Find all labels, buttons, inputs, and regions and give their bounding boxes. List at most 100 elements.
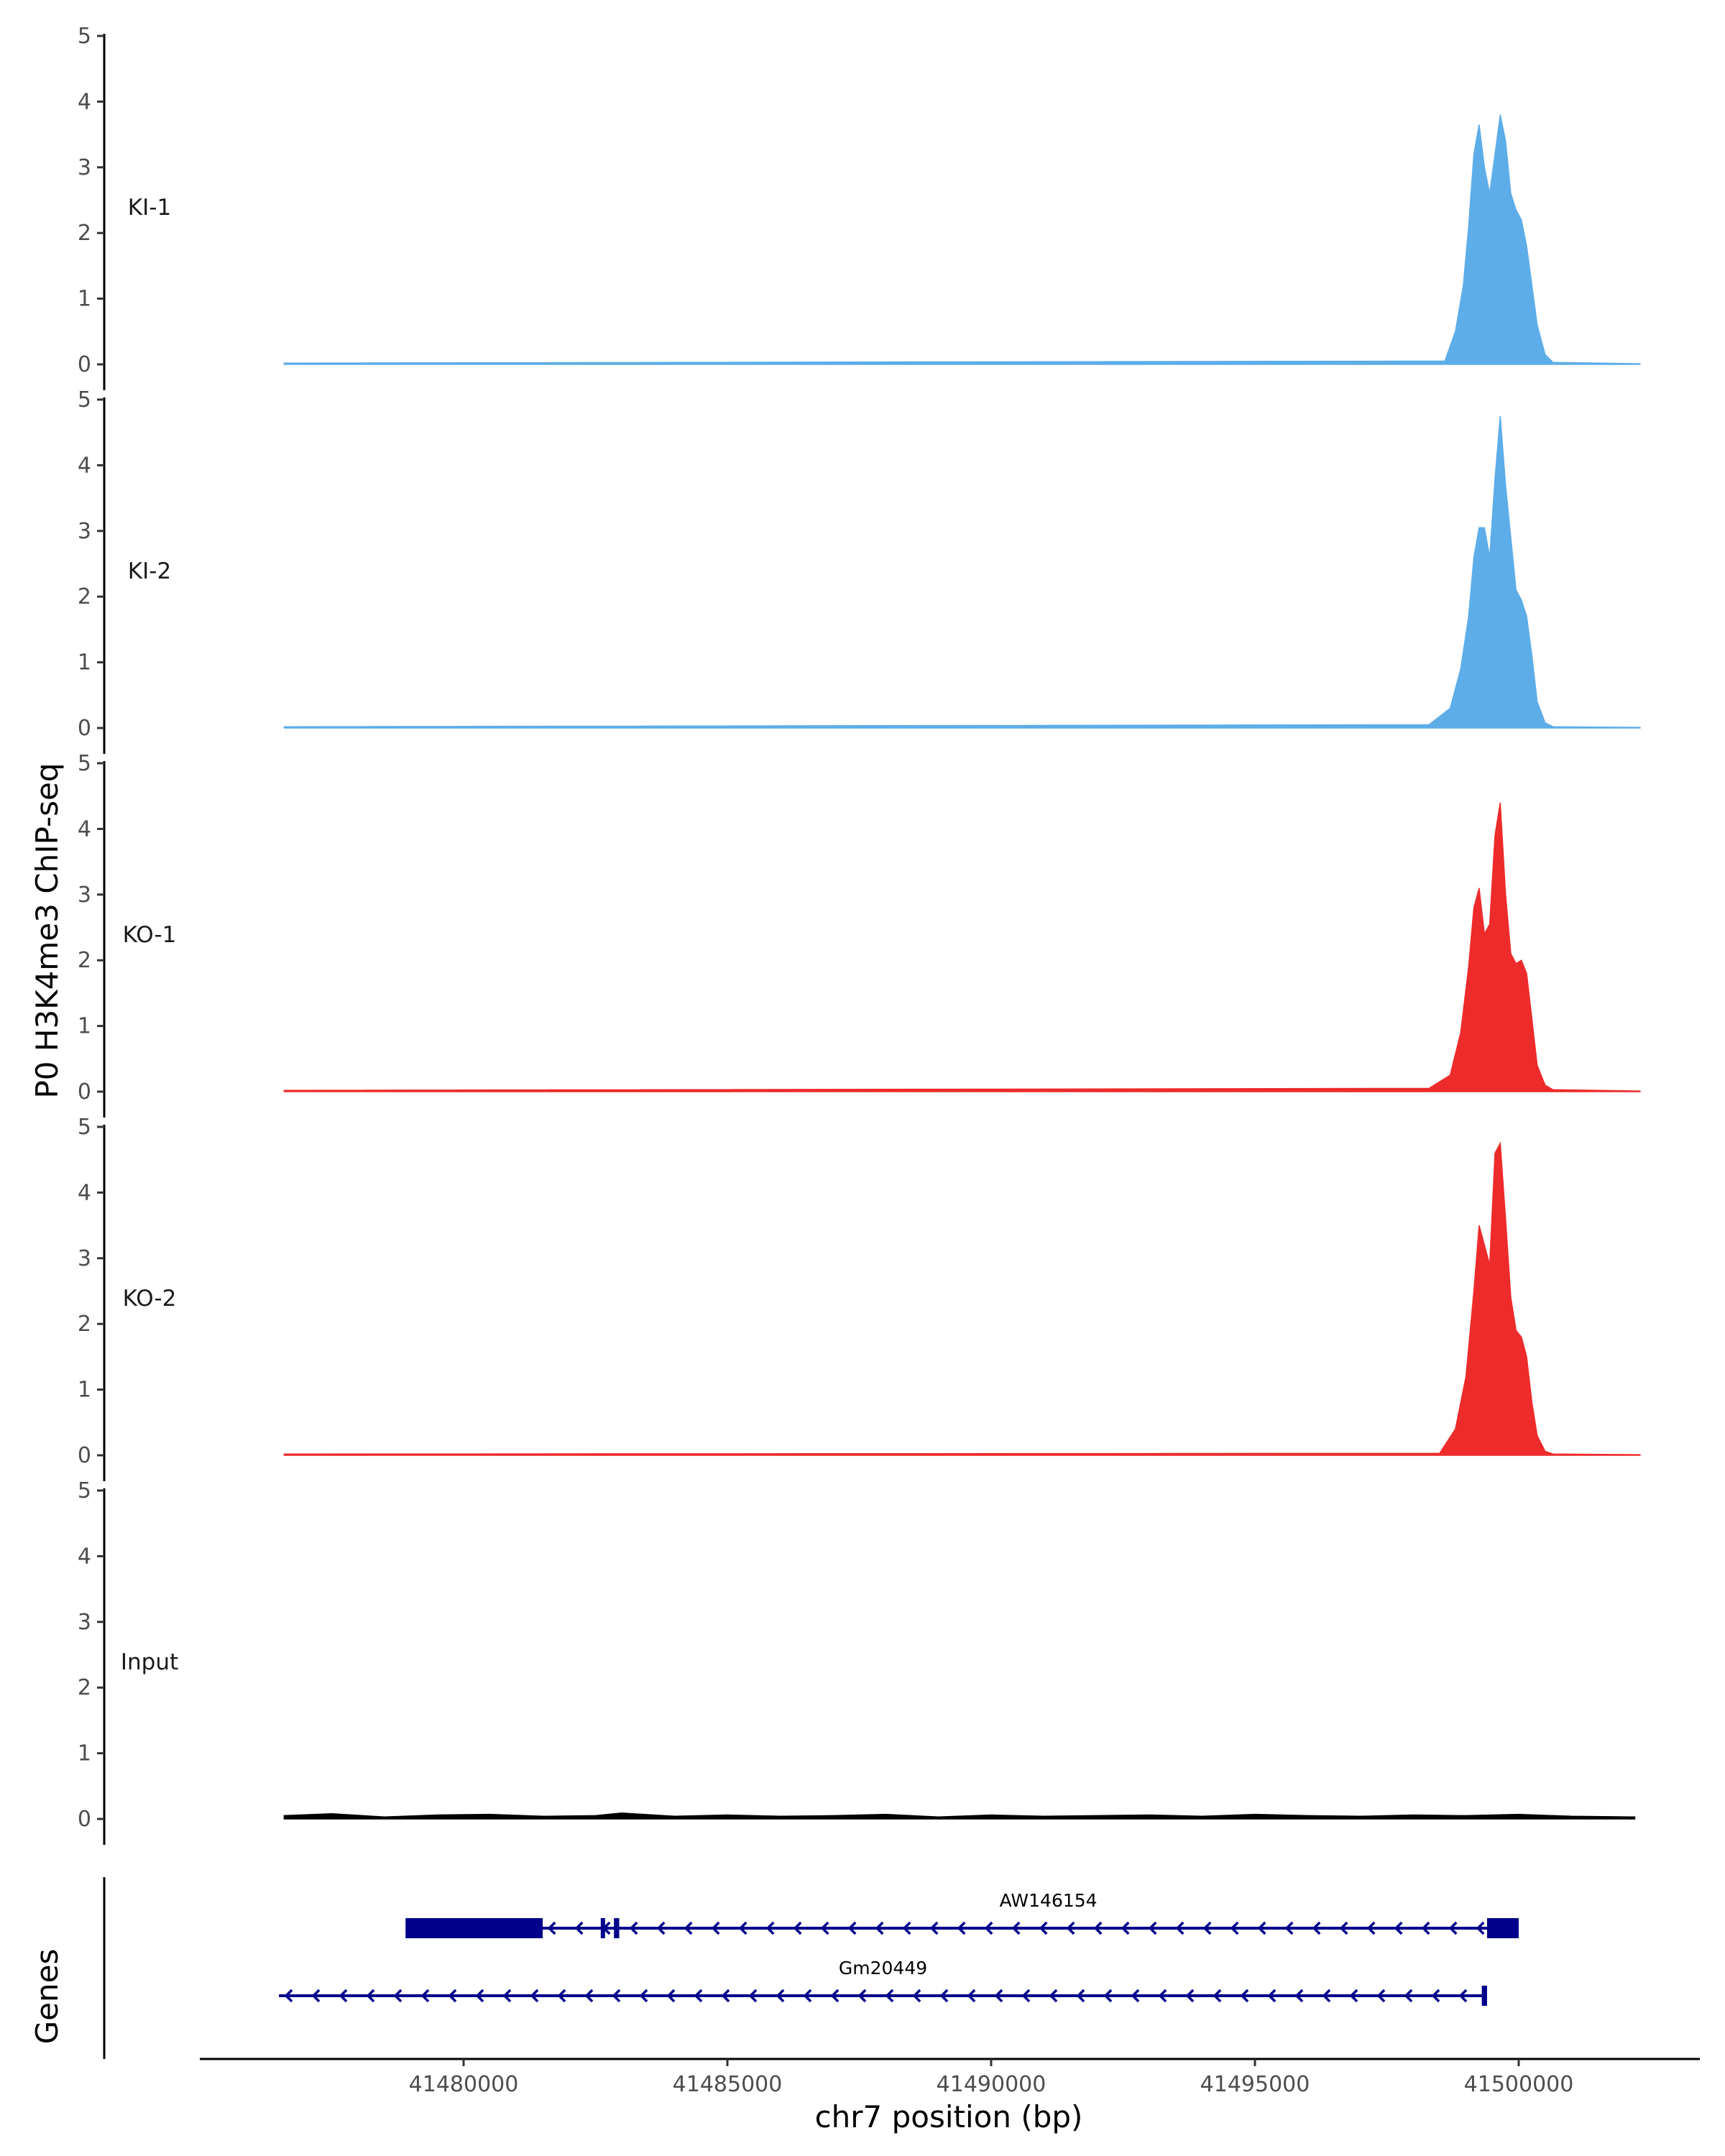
strand-arrow <box>957 1921 966 1935</box>
y-tick-label: 0 <box>78 1443 91 1468</box>
strand-arrow <box>557 1989 566 2003</box>
strand-arrow <box>1066 1921 1075 1935</box>
exon <box>405 1918 543 1938</box>
strand-arrow <box>1431 1989 1440 2003</box>
strand-arrow <box>475 1989 484 2003</box>
y-tick-label: 3 <box>78 883 91 908</box>
y-tick-label: 4 <box>78 453 91 478</box>
strand-arrow <box>857 1989 867 2003</box>
coverage-area <box>283 415 1641 729</box>
strand-arrow <box>994 1989 1003 2003</box>
y-tick-label: 1 <box>78 1741 91 1766</box>
y-tick-label: 5 <box>78 1115 91 1140</box>
x-tick-label: 41495000 <box>1200 2072 1310 2097</box>
strand-arrow <box>420 1989 430 2003</box>
strand-arrow <box>721 1989 730 2003</box>
strand-arrow <box>1349 1989 1358 2003</box>
strand-arrow <box>311 1989 321 2003</box>
strand-arrow <box>1202 1921 1212 1935</box>
x-tick-label: 41485000 <box>673 2072 783 2097</box>
strand-arrow <box>1011 1921 1021 1935</box>
y-tick-label: 1 <box>78 287 91 312</box>
strand-arrow <box>1458 1989 1468 2003</box>
y-tick-label: 5 <box>78 24 91 49</box>
y-tick-label: 2 <box>78 221 91 246</box>
y-tick-label: 3 <box>78 1610 91 1635</box>
track-label: Input <box>121 1649 178 1675</box>
strand-arrow <box>1076 1989 1085 2003</box>
strand-arrow <box>1257 1921 1266 1935</box>
exon <box>1481 1986 1487 2006</box>
y-tick-label: 0 <box>78 1079 91 1105</box>
y-tick-label: 0 <box>78 1807 91 1832</box>
strand-arrow <box>1448 1921 1458 1935</box>
strand-arrow <box>902 1921 911 1935</box>
strand-arrow <box>776 1989 785 2003</box>
genes-track: AW146154 Gm20449 <box>103 1877 1519 2059</box>
track-label: KO-1 <box>123 922 177 948</box>
exon <box>600 1918 605 1938</box>
strand-arrow <box>694 1989 703 2003</box>
strand-arrow <box>1240 1989 1249 2003</box>
strand-arrow <box>1185 1989 1195 2003</box>
x-tick-label: 41490000 <box>937 2072 1046 2097</box>
track-panel-ko-1: 0 1 2 3 4 5 KO-1 <box>78 751 1641 1118</box>
strand-arrow <box>820 1921 829 1935</box>
strand-arrow <box>1213 1989 1222 2003</box>
y-tick-label: 2 <box>78 584 91 609</box>
strand-arrow <box>1131 1989 1140 2003</box>
strand-arrow <box>574 1921 584 1935</box>
strand-arrow <box>885 1989 894 2003</box>
strand-arrow <box>1476 1921 1485 1935</box>
y-tick-label: 1 <box>78 1014 91 1039</box>
strand-arrow <box>1294 1989 1304 2003</box>
strand-arrow <box>875 1921 884 1935</box>
x-axis-title: chr7 position (bp) <box>815 2099 1083 2134</box>
track-label: KO-2 <box>123 1286 177 1312</box>
strand-arrow <box>803 1989 812 2003</box>
strand-arrow <box>939 1989 949 2003</box>
strand-arrow <box>612 1989 621 2003</box>
strand-arrow <box>1322 1989 1331 2003</box>
strand-arrow <box>366 1989 375 2003</box>
strand-arrow <box>530 1989 539 2003</box>
strand-arrow <box>1049 1989 1058 2003</box>
coverage-tracks: 0 1 2 3 4 5 KI-1 0 1 2 3 4 5 KI-2 0 1 2 3 4 5 KO-1 0 1 2 3 4 5 KO-2… <box>78 24 1641 1845</box>
y-tick-label: 1 <box>78 650 91 676</box>
strand-arrow <box>793 1921 802 1935</box>
strand-arrow <box>1394 1921 1403 1935</box>
coverage-area <box>283 114 1641 365</box>
x-tick-label: 41500000 <box>1464 2072 1574 2097</box>
strand-arrow <box>684 1921 693 1935</box>
y-tick-label: 5 <box>78 751 91 776</box>
track-panel-ki-2: 0 1 2 3 4 5 KI-2 <box>78 387 1641 754</box>
track-panel-ko-2: 0 1 2 3 4 5 KO-2 <box>78 1115 1641 1481</box>
strand-arrow <box>1284 1921 1294 1935</box>
coverage-area <box>283 1141 1641 1456</box>
y-tick-label: 0 <box>78 352 91 377</box>
y-tick-label: 5 <box>78 387 91 413</box>
strand-arrow <box>1267 1989 1276 2003</box>
strand-arrow <box>393 1989 402 2003</box>
gene-aw146154: AW146154 <box>405 1890 1519 1938</box>
strand-arrow <box>967 1989 976 2003</box>
strand-arrow <box>1230 1921 1239 1935</box>
strand-arrow <box>1175 1921 1184 1935</box>
strand-arrow <box>830 1989 840 2003</box>
y-tick-label: 5 <box>78 1478 91 1503</box>
strand-arrow <box>1103 1989 1113 2003</box>
y-tick-label: 4 <box>78 1180 91 1205</box>
strand-arrow <box>1039 1921 1048 1935</box>
strand-arrow <box>639 1989 648 2003</box>
y-tick-label: 2 <box>78 948 91 973</box>
strand-arrow <box>1158 1989 1167 2003</box>
y-tick-label: 3 <box>78 155 91 180</box>
gene-label: AW146154 <box>1000 1890 1098 1911</box>
strand-arrow <box>738 1921 748 1935</box>
strand-arrow <box>1404 1989 1413 2003</box>
strand-arrow <box>339 1989 348 2003</box>
strand-arrow <box>1093 1921 1103 1935</box>
x-axis: 41480000 41485000 41490000 41495000 41500000 <box>200 2058 1700 2097</box>
y-axis-title: P0 H3K4me3 ChIP-seq <box>29 763 65 1098</box>
